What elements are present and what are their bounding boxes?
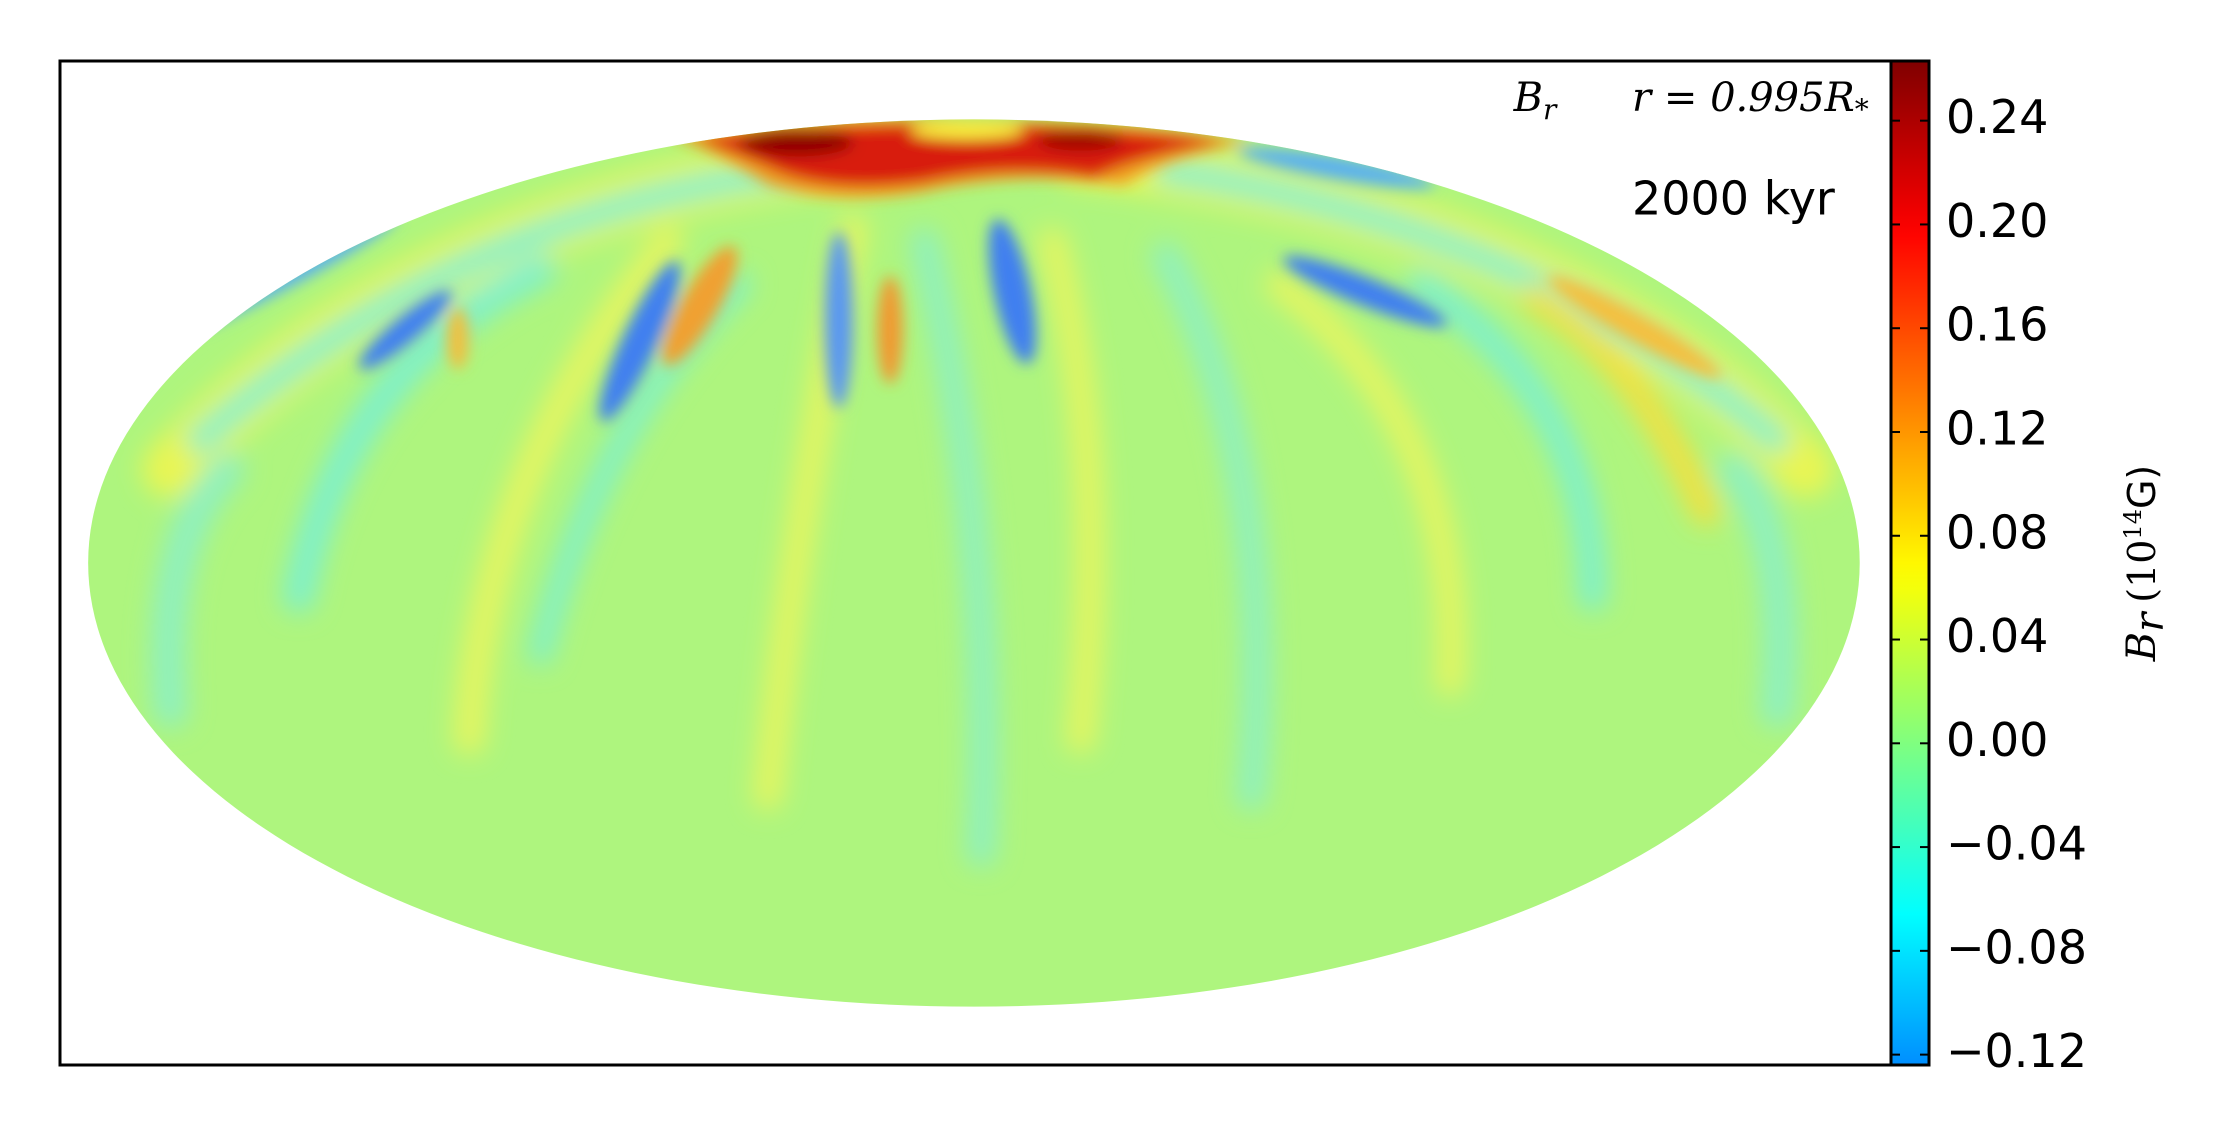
radius-annotation: r = 0.995R* xyxy=(1632,75,1869,126)
colorbar-tick-label: 0.00 xyxy=(1946,713,2048,767)
colorbar-tick-label: −0.12 xyxy=(1946,1024,2087,1078)
mollweide-map xyxy=(88,119,1860,1007)
colorbar-tick-label: 0.08 xyxy=(1946,505,2048,559)
colorbar-label: Br(1014G) xyxy=(2119,465,2173,663)
colorbar-tick-label: 0.24 xyxy=(1946,90,2048,144)
colorbar-tick-label: −0.08 xyxy=(1946,920,2087,974)
field-annotation: Br xyxy=(1513,75,1558,126)
colorbar-tick-label: −0.04 xyxy=(1946,817,2087,871)
colorbar-tick-label: 0.04 xyxy=(1946,609,2048,663)
time-annotation: 2000 kyr xyxy=(1632,172,1835,226)
colorbar-tick-label: 0.16 xyxy=(1946,298,2048,352)
colorbar-tick-label: 0.12 xyxy=(1946,401,2048,455)
colorbar xyxy=(1889,59,1931,1067)
colorbar-tick-label: 0.20 xyxy=(1946,194,2048,248)
